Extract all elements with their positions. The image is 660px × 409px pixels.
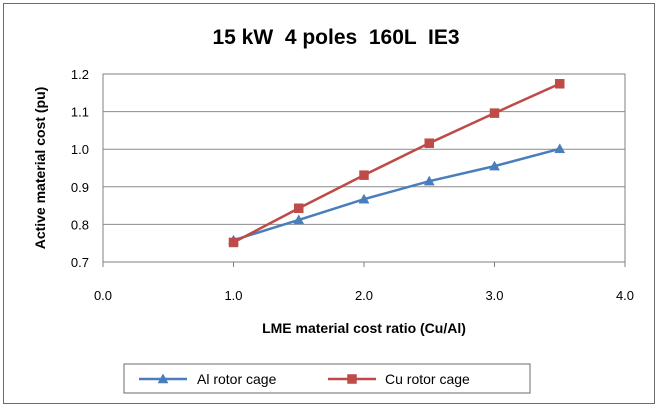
data-point — [294, 203, 304, 213]
x-tick-label: 0.0 — [94, 288, 112, 303]
legend-marker — [157, 373, 169, 384]
series-line — [232, 82, 561, 244]
chart-frame — [3, 3, 655, 404]
y-gridlines — [103, 73, 625, 263]
x-tick-label: 1.0 — [224, 288, 242, 303]
x-tick-label: 3.0 — [485, 288, 503, 303]
data-point — [228, 237, 239, 248]
series-cu-rotor-cage — [228, 79, 565, 248]
y-tick-labels: 0.7 0.8 0.9 1.0 1.1 1.2 — [71, 67, 89, 270]
x-axis-title: LME material cost ratio (Cu/Al) — [262, 320, 466, 336]
y-tick-label: 0.7 — [71, 255, 89, 270]
y-tick-label: 0.8 — [71, 217, 89, 232]
data-point — [424, 138, 434, 148]
data-point — [358, 193, 370, 204]
data-point — [423, 175, 435, 186]
y-tick-label: 0.9 — [71, 180, 89, 195]
series-line — [233, 147, 561, 242]
legend-label: Cu rotor cage — [385, 371, 470, 387]
legend-marker — [347, 374, 357, 384]
x-tick-label: 4.0 — [616, 288, 634, 303]
legend-box — [123, 363, 531, 394]
y-tick-label: 1.0 — [71, 142, 89, 157]
chart-title: 15 kW 4 poles 160L IE3 — [212, 26, 459, 49]
y-tick-label: 1.2 — [71, 67, 89, 82]
x-tick-marks — [102, 262, 626, 267]
data-point — [489, 108, 500, 118]
data-point — [293, 214, 305, 225]
legend-item-al: Al rotor cage — [139, 371, 277, 387]
data-point — [554, 143, 566, 154]
legend-label: Al rotor cage — [197, 371, 277, 387]
y-axis-title: Active material cost (pu) — [32, 87, 48, 250]
data-point — [555, 79, 565, 89]
x-tick-label: 2.0 — [355, 288, 373, 303]
data-point — [359, 170, 369, 180]
y-tick-label: 1.1 — [71, 105, 89, 120]
data-point — [489, 160, 500, 171]
x-tick-labels: 0.0 1.0 2.0 3.0 4.0 — [94, 288, 634, 303]
plot-area-border — [102, 73, 626, 263]
legend: Al rotor cage Cu rotor cage — [123, 363, 531, 394]
legend-item-cu: Cu rotor cage — [328, 371, 470, 387]
series-lines — [228, 79, 566, 248]
